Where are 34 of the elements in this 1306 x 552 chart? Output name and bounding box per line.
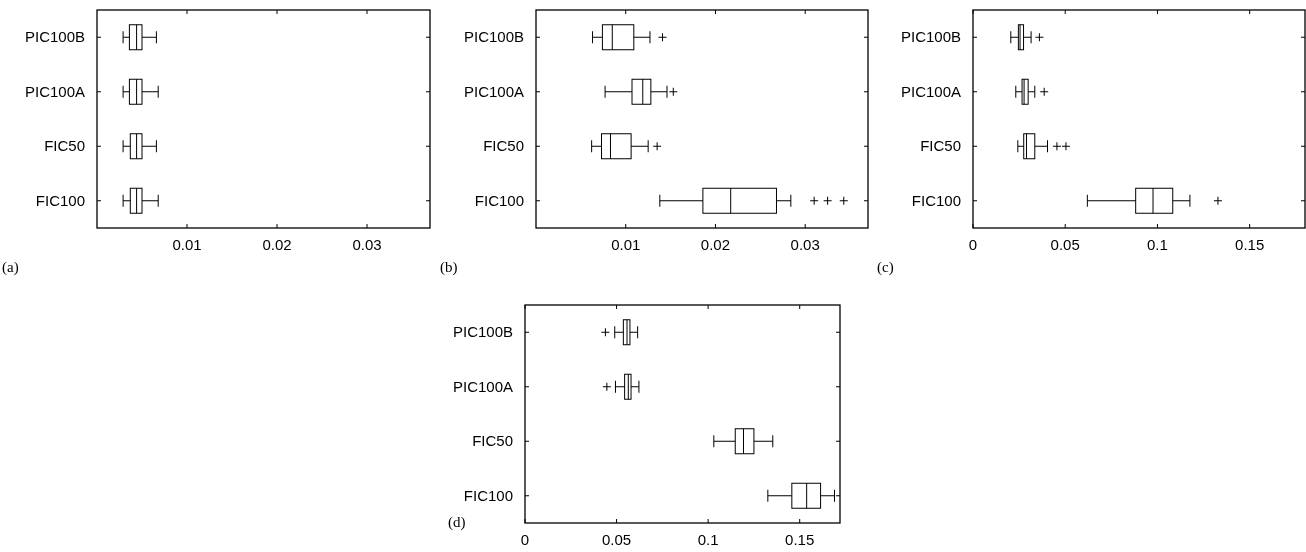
y-tick-label: FIC100 bbox=[474, 191, 524, 209]
y-tick-label: FIC50 bbox=[483, 137, 524, 155]
x-tick-label: 0 bbox=[968, 236, 978, 253]
x-tick-label: 0.15 bbox=[785, 531, 815, 548]
text: (a) bbox=[2, 259, 19, 276]
text: (d) bbox=[448, 514, 466, 531]
x-tick-label: 0.03 bbox=[352, 236, 382, 253]
y-tick-label: PIC100A bbox=[24, 82, 85, 100]
x-tick-label: 0.15 bbox=[1235, 236, 1265, 253]
y-tick-label: PIC100B bbox=[452, 323, 513, 341]
x-tick-label: 0 bbox=[520, 531, 530, 548]
x-tick-label: 0.01 bbox=[172, 236, 202, 253]
text: (b) bbox=[440, 259, 458, 276]
y-tick-label: FIC50 bbox=[44, 137, 85, 155]
y-tick-label: FIC100 bbox=[35, 191, 85, 209]
x-tick-label: 0.01 bbox=[611, 236, 641, 253]
y-tick-label: PIC100B bbox=[900, 28, 961, 46]
x-tick-label: 0.05 bbox=[1050, 236, 1080, 253]
y-tick-label: PIC100B bbox=[463, 28, 524, 46]
y-tick-label: PIC100A bbox=[900, 82, 961, 100]
x-tick-label: 0.05 bbox=[601, 531, 632, 548]
y-tick-label: PIC100A bbox=[463, 82, 524, 100]
y-tick-label: FIC50 bbox=[472, 432, 513, 450]
text: (c) bbox=[877, 259, 894, 276]
x-tick-label: 0.1 bbox=[1147, 236, 1168, 253]
y-tick-label: FIC100 bbox=[463, 486, 513, 504]
y-tick-label: PIC100B bbox=[24, 28, 85, 46]
y-tick-label: FIC50 bbox=[920, 137, 961, 155]
x-tick-label: 0.02 bbox=[700, 236, 731, 253]
y-tick-label: PIC100A bbox=[452, 377, 513, 395]
x-tick-label: 0.03 bbox=[790, 236, 820, 253]
x-tick-label: 0.02 bbox=[262, 236, 292, 253]
x-tick-label: 0.1 bbox=[697, 531, 719, 548]
y-tick-label: FIC100 bbox=[911, 191, 961, 209]
